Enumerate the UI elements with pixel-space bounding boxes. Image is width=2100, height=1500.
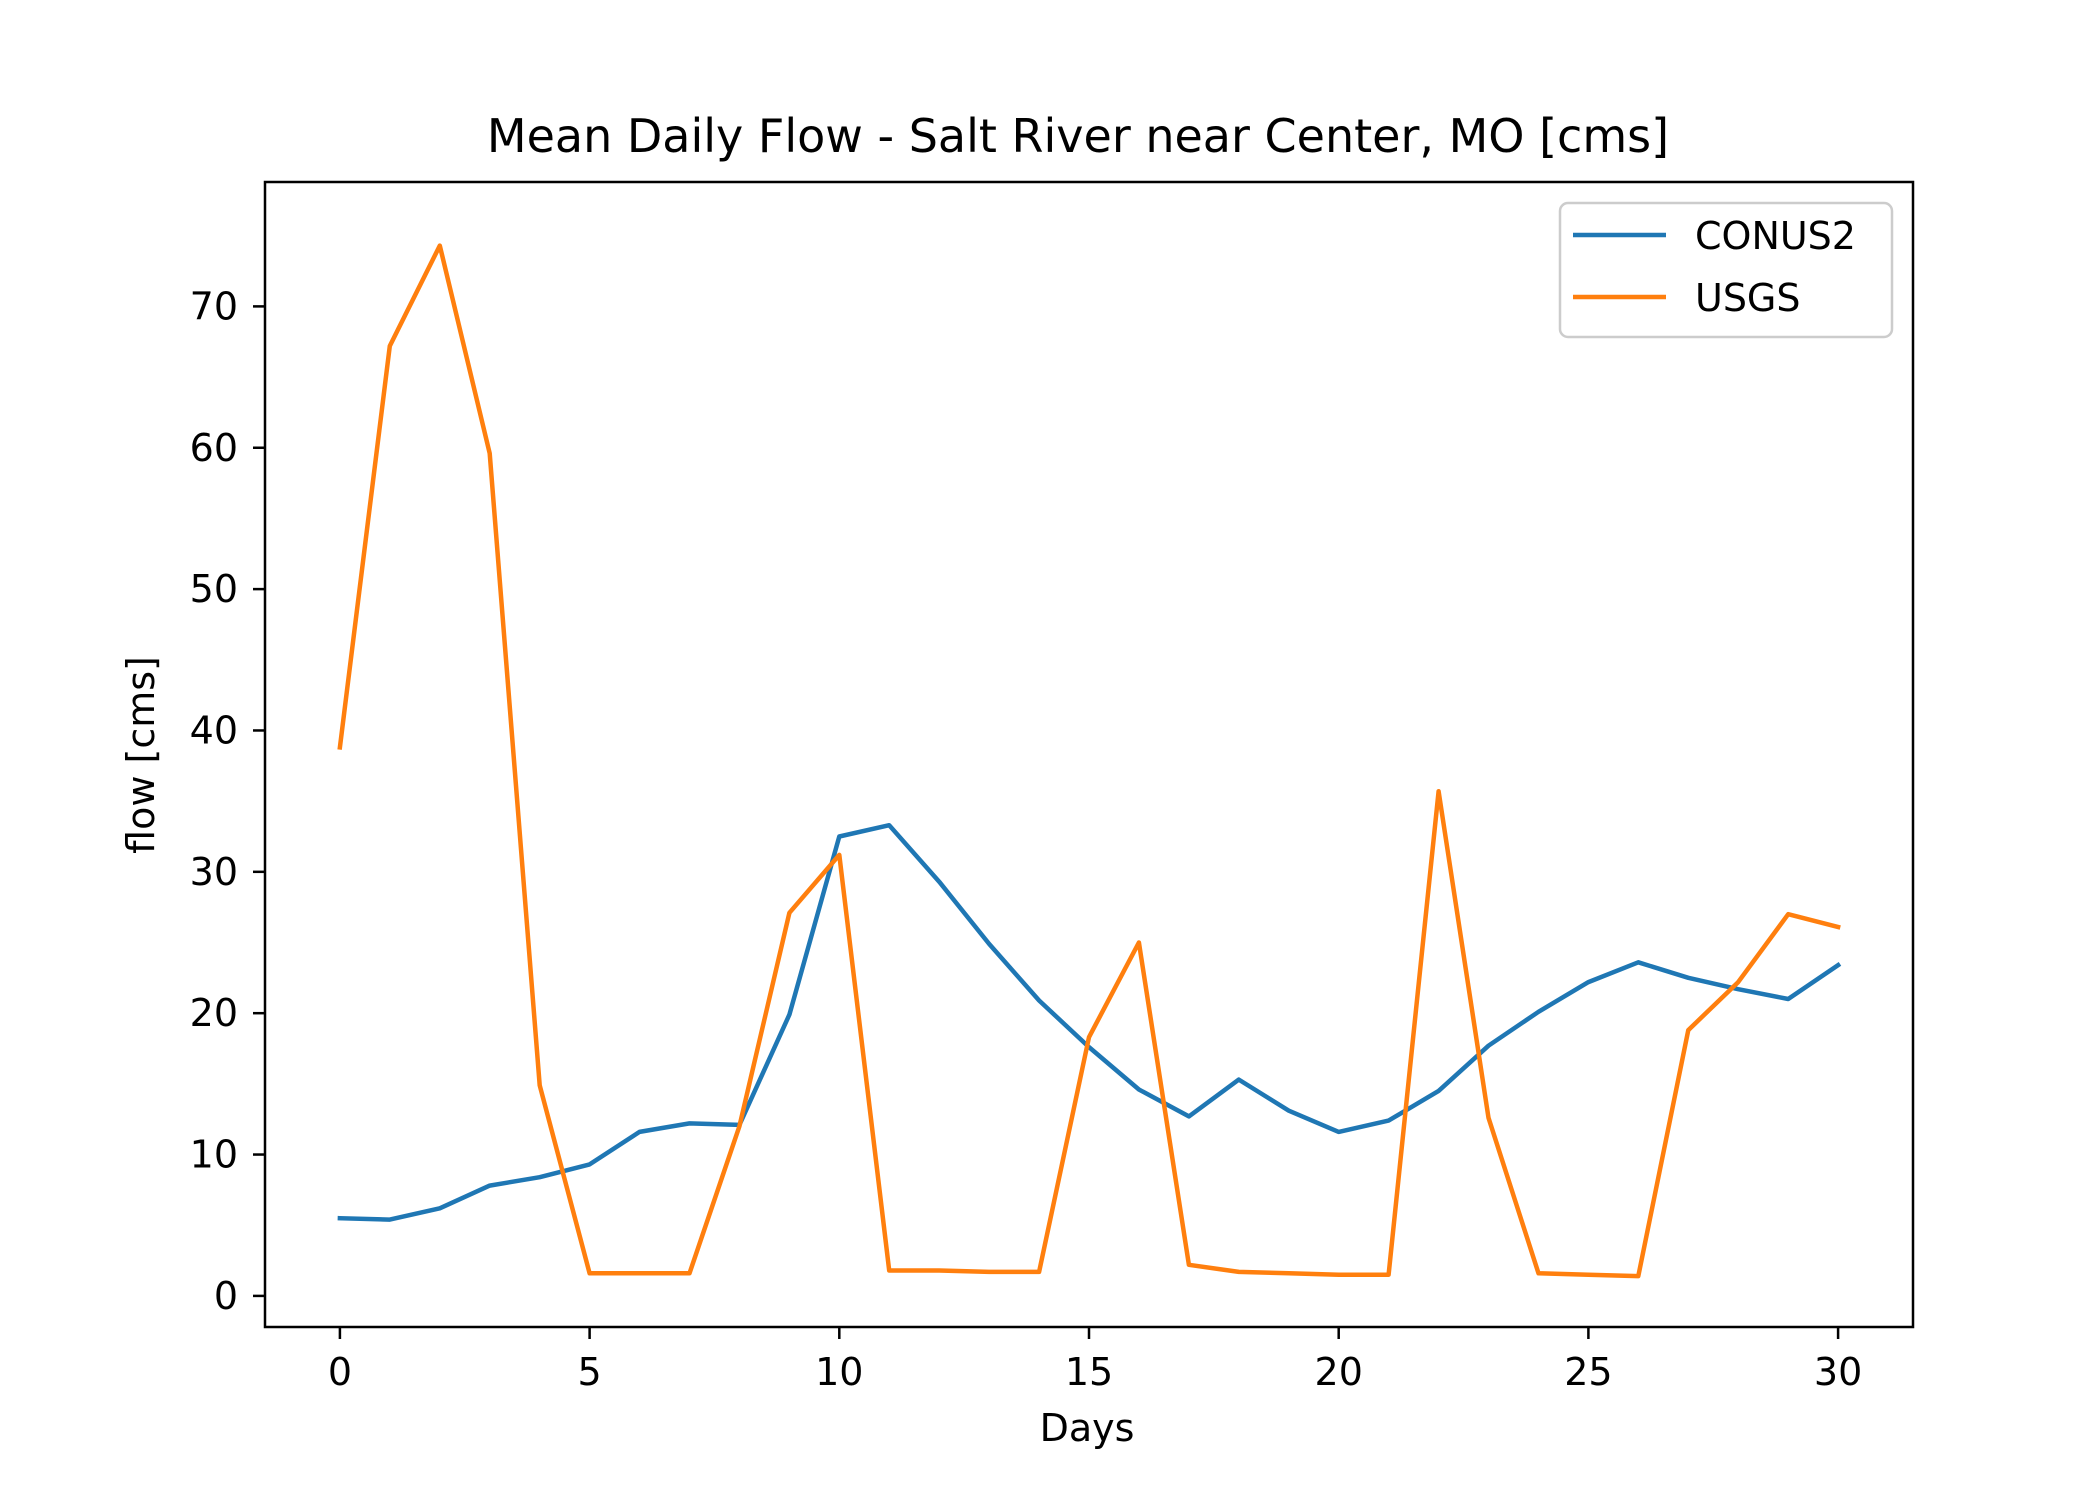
data-point-conus2-29	[1786, 997, 1790, 1001]
data-point-usgs-22	[1436, 789, 1440, 793]
data-point-conus2-11	[887, 823, 891, 827]
data-point-usgs-5	[587, 1271, 591, 1275]
data-point-usgs-9	[787, 911, 791, 915]
data-point-usgs-6	[637, 1271, 641, 1275]
data-point-conus2-0	[338, 1216, 342, 1220]
legend: CONUS2 USGS	[1558, 201, 1894, 339]
data-point-usgs-24	[1536, 1271, 1540, 1275]
data-point-conus2-14	[1037, 998, 1041, 1002]
data-point-conus2-18	[1237, 1077, 1241, 1081]
data-point-conus2-26	[1636, 960, 1640, 964]
data-point-usgs-8	[737, 1124, 741, 1128]
data-point-usgs-14	[1037, 1270, 1041, 1274]
legend-label-conus2: CONUS2	[1695, 214, 1856, 258]
data-point-usgs-27	[1686, 1028, 1690, 1032]
tick-layer: 0 5 10 15 20 25 30 0 10 20 30 40 50 60 70	[190, 284, 1863, 1394]
data-point-usgs-18	[1237, 1270, 1241, 1274]
data-point-conus2-22	[1436, 1089, 1440, 1093]
data-point-usgs-19	[1287, 1271, 1291, 1275]
data-point-usgs-16	[1137, 940, 1141, 944]
y-tick-label: 70	[190, 284, 238, 328]
data-point-conus2-19	[1287, 1109, 1291, 1113]
data-point-conus2-21	[1386, 1118, 1390, 1122]
data-point-conus2-5	[587, 1162, 591, 1166]
data-point-conus2-1	[388, 1217, 392, 1221]
data-point-conus2-20	[1337, 1130, 1341, 1134]
data-point-usgs-1	[388, 344, 392, 348]
data-point-usgs-0	[338, 745, 342, 749]
y-tick-label: 10	[190, 1133, 238, 1177]
data-point-conus2-6	[637, 1130, 641, 1134]
x-axis-label: Days	[1040, 1406, 1135, 1450]
x-tick-label: 25	[1564, 1350, 1612, 1394]
data-point-usgs-28	[1736, 980, 1740, 984]
data-point-conus2-30	[1836, 963, 1840, 967]
data-point-usgs-12	[937, 1268, 941, 1272]
data-point-usgs-13	[987, 1270, 991, 1274]
x-tick-label: 5	[578, 1350, 602, 1394]
data-point-conus2-24	[1536, 1010, 1540, 1014]
data-point-conus2-23	[1486, 1044, 1490, 1048]
y-tick-label: 0	[214, 1274, 238, 1318]
data-point-usgs-4	[538, 1083, 542, 1087]
x-tick-label: 10	[815, 1350, 863, 1394]
data-point-usgs-17	[1187, 1263, 1191, 1267]
data-point-usgs-29	[1786, 912, 1790, 916]
series-usgs	[337, 243, 1841, 1279]
data-point-usgs-2	[438, 243, 442, 247]
data-point-usgs-11	[887, 1268, 891, 1272]
data-point-conus2-7	[687, 1121, 691, 1125]
data-point-conus2-16	[1137, 1087, 1141, 1091]
data-point-usgs-3	[488, 451, 492, 455]
series-layer	[337, 243, 1842, 1279]
data-point-conus2-13	[987, 942, 991, 946]
data-point-conus2-27	[1686, 976, 1690, 980]
data-point-usgs-21	[1386, 1273, 1390, 1277]
x-tick-label: 20	[1315, 1350, 1363, 1394]
data-point-conus2-10	[837, 834, 841, 838]
series-line-usgs	[337, 243, 1841, 1279]
y-tick-label: 50	[190, 567, 238, 611]
x-tick-label: 0	[328, 1350, 352, 1394]
data-point-usgs-20	[1337, 1273, 1341, 1277]
data-point-conus2-25	[1586, 980, 1590, 984]
data-point-usgs-23	[1486, 1116, 1490, 1120]
data-point-usgs-25	[1586, 1273, 1590, 1277]
legend-label-usgs: USGS	[1695, 276, 1801, 320]
y-tick-label: 20	[190, 991, 238, 1035]
data-point-usgs-15	[1087, 1035, 1091, 1039]
data-point-conus2-4	[538, 1175, 542, 1179]
data-point-conus2-17	[1187, 1114, 1191, 1118]
data-point-conus2-3	[488, 1183, 492, 1187]
data-point-conus2-9	[787, 1012, 791, 1016]
x-tick-label: 30	[1814, 1350, 1862, 1394]
y-tick-label: 40	[190, 708, 238, 752]
chart-title: Mean Daily Flow - Salt River near Center…	[487, 109, 1669, 163]
data-point-conus2-12	[937, 880, 941, 884]
data-point-usgs-26	[1636, 1274, 1640, 1278]
plot-area-frame	[263, 180, 1915, 1329]
x-tick-label: 15	[1065, 1350, 1113, 1394]
data-point-conus2-28	[1736, 987, 1740, 991]
data-point-usgs-7	[687, 1271, 691, 1275]
y-axis-label: flow [cms]	[119, 656, 163, 854]
data-point-usgs-30	[1836, 925, 1840, 929]
data-point-usgs-10	[837, 853, 841, 857]
data-point-conus2-2	[438, 1206, 442, 1210]
y-tick-label: 60	[190, 426, 238, 470]
y-tick-label: 30	[190, 850, 238, 894]
